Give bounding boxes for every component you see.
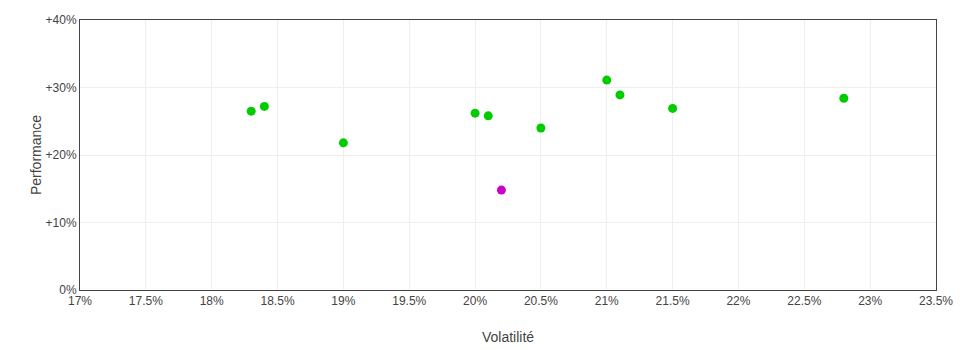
svg-text:21%: 21% (595, 294, 619, 308)
svg-text:19.5%: 19.5% (392, 294, 426, 308)
svg-text:20%: 20% (463, 294, 487, 308)
svg-text:23.5%: 23.5% (919, 294, 953, 308)
svg-text:+10%: +10% (46, 216, 77, 230)
svg-text:0%: 0% (59, 283, 77, 297)
svg-text:17%: 17% (68, 294, 92, 308)
svg-text:+20%: +20% (46, 148, 77, 162)
svg-text:+30%: +30% (46, 81, 77, 95)
svg-text:20.5%: 20.5% (524, 294, 558, 308)
svg-text:+40%: +40% (46, 13, 77, 27)
svg-text:22.5%: 22.5% (787, 294, 821, 308)
svg-text:Volatilité: Volatilité (482, 329, 534, 345)
svg-text:Performance: Performance (28, 115, 44, 195)
svg-text:18%: 18% (200, 294, 224, 308)
svg-text:22%: 22% (726, 294, 750, 308)
svg-text:17.5%: 17.5% (129, 294, 163, 308)
svg-text:18.5%: 18.5% (261, 294, 295, 308)
svg-text:23%: 23% (858, 294, 882, 308)
svg-text:19%: 19% (331, 294, 355, 308)
svg-text:21.5%: 21.5% (656, 294, 690, 308)
